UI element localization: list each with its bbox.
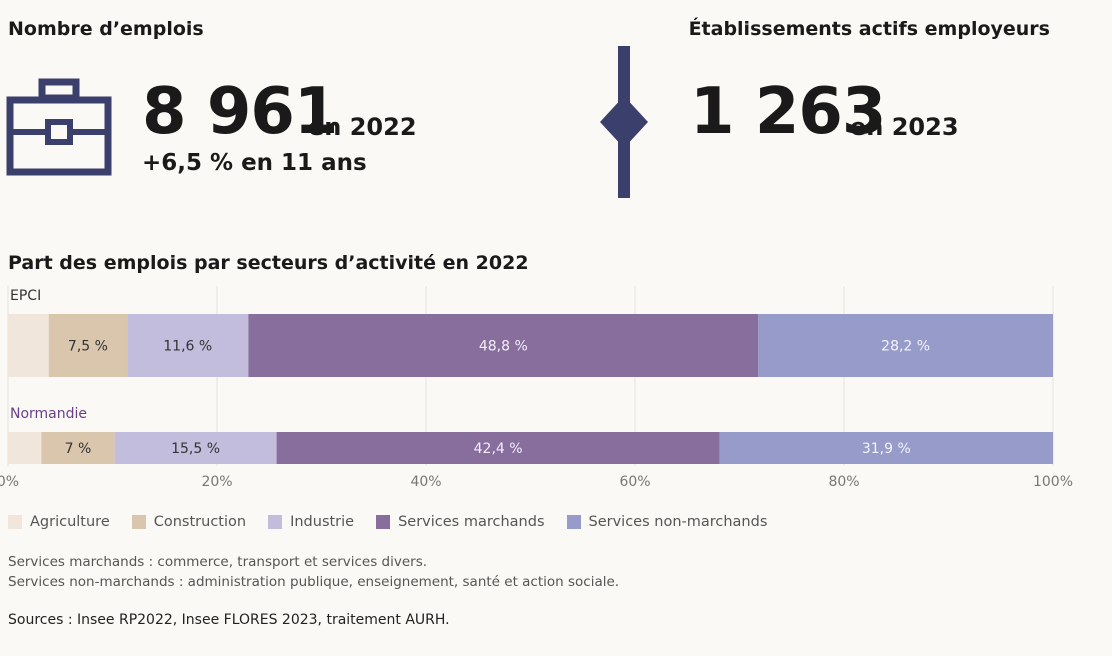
- bar-epci-construction: [48, 314, 128, 377]
- data-label-normandie-industrie: 15,5 %: [171, 441, 220, 457]
- legend-label-agriculture: Agriculture: [30, 514, 110, 530]
- data-label-epci-services-non-marchands: 28,2 %: [881, 339, 930, 355]
- x-tick-label: 80%: [828, 474, 859, 490]
- legend-label-construction: Construction: [153, 514, 247, 530]
- legend-label-services-non-marchands: Services non-marchands: [588, 514, 768, 530]
- bar-normandie-construction: [41, 432, 115, 464]
- x-tick-label: 20%: [201, 474, 232, 490]
- legend-item-services-marchands: Services marchands: [376, 514, 545, 530]
- stacked-bar-chart: 0% 20% 40% 60% 80% 100% EPCI 7,5 % 11,6 % 48,8 % 2…: [0, 286, 1073, 490]
- bar-epci-industrie: [127, 314, 249, 377]
- kpi-divider: [600, 46, 650, 202]
- x-tick-label: 60%: [619, 474, 650, 490]
- x-tick-label: 100%: [1033, 474, 1073, 490]
- legend-swatch-industrie: [268, 515, 283, 529]
- note-services-marchands: Services marchands : commerce, transport…: [8, 554, 428, 570]
- legend-label-industrie: Industrie: [290, 514, 355, 530]
- bar-normandie-industrie: [114, 432, 277, 464]
- bar-normandie-agriculture: [8, 432, 42, 464]
- chart-title: Part des emplois par secteurs d’activité…: [8, 252, 529, 274]
- x-tick-label: 0%: [0, 474, 19, 490]
- establishments-value: 1 263: [690, 75, 886, 149]
- chart-legend: Agriculture Construction Industrie Servi…: [8, 514, 789, 530]
- legend-label-services-marchands: Services marchands: [398, 514, 545, 530]
- legend-swatch-services-non-marchands: [566, 515, 581, 529]
- briefcase-icon: [4, 78, 114, 182]
- bar-normandie-services-marchands: [276, 432, 720, 464]
- note-services-non-marchands: Services non-marchands : administration …: [8, 574, 620, 590]
- bar-epci-services-non-marchands: [758, 314, 1053, 377]
- legend-item-construction: Construction: [131, 514, 247, 530]
- legend-item-industrie: Industrie: [268, 514, 354, 530]
- data-label-epci-construction: 7,5 %: [68, 339, 108, 355]
- bar-epci-agriculture: [8, 314, 49, 377]
- data-label-normandie-services-non-marchands: 31,9 %: [862, 441, 911, 457]
- legend-swatch-agriculture: [8, 515, 22, 529]
- legend-item-agriculture: Agriculture: [8, 514, 110, 530]
- bar-normandie-services-non-marchands: [719, 432, 1053, 464]
- legend-swatch-services-marchands: [376, 515, 391, 529]
- establishments-year: en 2023: [850, 113, 959, 141]
- x-tick-label: 40%: [410, 474, 441, 490]
- sources-line: Sources : Insee RP2022, Insee FLORES 202…: [8, 612, 450, 628]
- employment-growth: +6,5 % en 11 ans: [142, 150, 367, 176]
- bar-epci-services-marchands: [248, 314, 759, 377]
- category-label-normandie: Normandie: [10, 406, 87, 422]
- data-label-normandie-services-marchands: 42,4 %: [474, 441, 523, 457]
- employment-year: en 2022: [308, 113, 417, 141]
- legend-item-services-non-marchands: Services non-marchands: [566, 514, 768, 530]
- category-label-epci: EPCI: [10, 288, 41, 304]
- data-label-epci-services-marchands: 48,8 %: [479, 339, 528, 355]
- data-label-normandie-construction: 7 %: [65, 441, 92, 457]
- employment-title: Nombre d’emplois: [8, 18, 204, 40]
- establishments-title: Établissements actifs employeurs: [688, 18, 1050, 40]
- data-label-epci-industrie: 11,6 %: [163, 339, 212, 355]
- employment-value: 8 961: [142, 75, 338, 149]
- legend-swatch-construction: [131, 515, 146, 529]
